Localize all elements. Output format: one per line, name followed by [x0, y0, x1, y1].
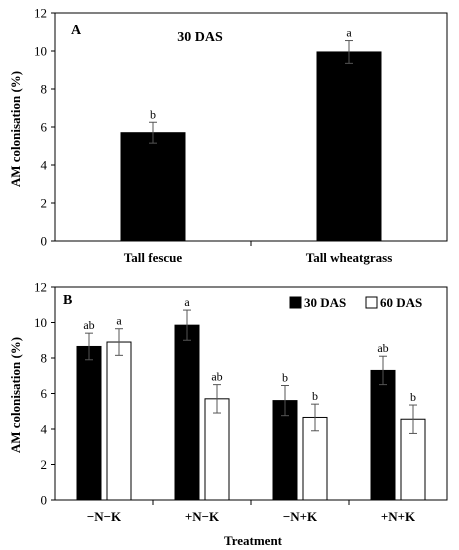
panel-a-y-axis-label: AM colonisation (%)	[8, 71, 23, 187]
panel-a: AM colonisation (%) A 30 DAS 0 2 4 6 8 10 12 Ta…	[8, 6, 448, 265]
legend-label-30-das: 30 DAS	[304, 295, 346, 310]
panel-b-bar-plus-nplus-k-30-das	[370, 369, 396, 501]
panel-b: AM colonisation (%) B Treatment 0 2 4 6 8 10 1…	[8, 280, 448, 548]
panel-b-bar-plus-nminus-k-30-das	[174, 324, 200, 501]
panel-b-category-label-plus-nminus-k: +N−K	[185, 509, 220, 524]
panel-b-label: B	[63, 293, 72, 308]
panel-b-category-label-minus-nplus-k: −N+K	[283, 509, 318, 524]
panel-a-category-label-tall-fescue: Tall fescue	[124, 250, 183, 265]
panel-a-y-tick-label: 2	[41, 196, 48, 211]
panel-b-significance-letter: b	[410, 390, 416, 404]
panel-a-category-label-tall-wheatgrass: Tall wheatgrass	[306, 250, 393, 265]
panel-b-significance-letter: a	[116, 314, 122, 328]
legend-swatch-60-das	[365, 296, 378, 309]
panel-b-significance-letter: ab	[83, 318, 94, 332]
panel-b-category-label-plus-nplus-k: +N+K	[381, 509, 416, 524]
panel-a-y-tick-label: 0	[41, 234, 48, 249]
panel-b-y-tick-label: 6	[41, 386, 48, 401]
panel-b-significance-letter: b	[282, 371, 288, 385]
panel-a-significance-letter: a	[346, 26, 352, 40]
panel-b-bar-minus-nplus-k-30-das	[272, 400, 298, 501]
panel-a-bar-tall-wheatgrass-series	[316, 51, 382, 242]
panel-b-bar-minus-nminus-k-30-das	[76, 345, 102, 501]
panel-a-frame	[54, 12, 448, 242]
panel-b-y-axis-label: AM colonisation (%)	[8, 337, 23, 453]
panel-a-y-tick-label: 12	[34, 6, 47, 21]
panel-b-significance-letter: ab	[211, 370, 222, 384]
panel-b-y-tick-label: 10	[34, 315, 47, 330]
panel-b-y-tick-label: 0	[41, 493, 48, 508]
panel-a-subtitle: 30 DAS	[177, 30, 223, 45]
panel-a-y-tick-label: 4	[41, 158, 48, 173]
legend: 30 DAS 60 DAS	[289, 295, 422, 310]
panel-b-bar-minus-nminus-k-60-das	[106, 341, 132, 501]
panel-a-significance-letter: b	[150, 107, 156, 121]
panel-a-label: A	[71, 23, 82, 38]
panel-b-y-tick-label: 4	[41, 422, 48, 437]
panel-b-x-axis-label: Treatment	[224, 533, 283, 548]
panel-a-bar-tall-fescue-series	[120, 132, 186, 242]
legend-label-60-das: 60 DAS	[380, 295, 422, 310]
panel-b-significance-letter: a	[184, 295, 190, 309]
panel-a-y-tick-label: 8	[41, 82, 48, 97]
panel-a-y-tick-label: 10	[34, 44, 47, 59]
panel-b-y-tick-label: 8	[41, 351, 48, 366]
panel-b-significance-letter: b	[312, 389, 318, 403]
panel-b-plot: 0 2 4 6 8 10 12 −N−K ab a +N−K a ab −N+K b b +N+K ab b	[34, 280, 448, 524]
legend-swatch-30-das	[289, 296, 302, 309]
panel-b-y-tick-label: 2	[41, 457, 48, 472]
panel-b-bar-plus-nminus-k-60-das	[204, 398, 230, 501]
panel-a-y-tick-label: 6	[41, 120, 48, 135]
panel-b-y-tick-label: 12	[34, 280, 47, 295]
panel-a-plot: 0 2 4 6 8 10 12 Tall fescue b Tall wheatgrass a	[34, 6, 448, 265]
panel-b-category-label-minus-nminus-k: −N−K	[87, 509, 122, 524]
panel-b-significance-letter: ab	[377, 341, 388, 355]
